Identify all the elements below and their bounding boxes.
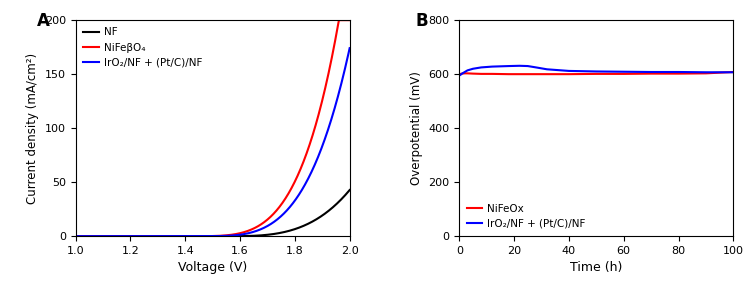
IrO₂/NF + (Pt/C)/NF	[619, 70, 628, 73]
IrO₂/NF + (Pt/C)/NF	[457, 72, 466, 75]
IrO₂/NF + (Pt/C)/NF	[456, 73, 465, 76]
NiFeOx	[646, 72, 655, 75]
Legend: NiFeOx, IrO₂/NF + (Pt/C)/NF: NiFeOx, IrO₂/NF + (Pt/C)/NF	[464, 202, 588, 231]
NiFeOx	[523, 72, 532, 76]
NiFeβO₄	[192, 234, 201, 238]
IrO₂/NF + (Pt/C)/NF	[290, 200, 299, 203]
Line: IrO₂/NF + (Pt/C)/NF: IrO₂/NF + (Pt/C)/NF	[459, 66, 733, 75]
NiFeOx	[460, 72, 469, 75]
IrO₂/NF + (Pt/C)/NF	[469, 67, 478, 71]
NF	[290, 228, 299, 231]
NiFeOx	[619, 72, 628, 76]
IrO₂/NF + (Pt/C)/NF	[476, 66, 485, 69]
NF	[259, 233, 268, 237]
NiFeOx	[674, 72, 683, 75]
IrO₂/NF + (Pt/C)/NF	[463, 69, 472, 72]
IrO₂/NF + (Pt/C)/NF	[592, 70, 601, 73]
IrO₂/NF + (Pt/C)/NF	[99, 234, 108, 238]
NiFeβO₄	[99, 234, 108, 238]
X-axis label: Time (h): Time (h)	[570, 262, 622, 274]
IrO₂/NF + (Pt/C)/NF	[259, 226, 268, 230]
IrO₂/NF + (Pt/C)/NF	[285, 206, 294, 209]
IrO₂/NF + (Pt/C)/NF	[460, 70, 469, 74]
NiFeOx	[454, 72, 463, 76]
NiFeOx	[463, 72, 472, 75]
Line: NiFeβO₄: NiFeβO₄	[76, 20, 349, 236]
NiFeOx	[592, 72, 601, 76]
NiFeOx	[456, 72, 465, 76]
Line: NiFeOx: NiFeOx	[459, 72, 733, 74]
NiFeOx	[537, 72, 546, 76]
IrO₂/NF + (Pt/C)/NF	[702, 71, 711, 74]
NF	[285, 229, 294, 232]
NF	[99, 234, 108, 238]
IrO₂/NF + (Pt/C)/NF	[531, 66, 541, 69]
NiFeOx	[504, 72, 513, 76]
IrO₂/NF + (Pt/C)/NF	[345, 46, 354, 50]
IrO₂/NF + (Pt/C)/NF	[504, 64, 513, 68]
IrO₂/NF + (Pt/C)/NF	[515, 64, 524, 67]
IrO₂/NF + (Pt/C)/NF	[674, 70, 683, 74]
NiFeOx	[476, 72, 485, 76]
NiFeβO₄	[285, 190, 294, 194]
IrO₂/NF + (Pt/C)/NF	[523, 64, 532, 68]
Y-axis label: Current density (mA/cm²): Current density (mA/cm²)	[26, 53, 39, 204]
NF	[71, 234, 80, 238]
NiFeOx	[729, 70, 738, 74]
IrO₂/NF + (Pt/C)/NF	[646, 70, 655, 74]
IrO₂/NF + (Pt/C)/NF	[729, 71, 738, 74]
IrO₂/NF + (Pt/C)/NF	[454, 74, 463, 77]
NiFeβO₄	[345, 18, 354, 22]
NF	[192, 234, 201, 238]
Text: B: B	[415, 12, 428, 30]
NiFeOx	[469, 72, 478, 75]
NiFeOx	[702, 72, 711, 75]
NiFeOx	[564, 72, 573, 76]
IrO₂/NF + (Pt/C)/NF	[488, 65, 497, 68]
Line: NF: NF	[76, 190, 349, 236]
X-axis label: Voltage (V): Voltage (V)	[178, 262, 247, 274]
NiFeβO₄	[259, 221, 268, 224]
NF	[182, 234, 191, 238]
NiFeOx	[457, 72, 466, 75]
NF	[345, 188, 354, 192]
NiFeβO₄	[334, 18, 343, 22]
IrO₂/NF + (Pt/C)/NF	[564, 69, 573, 73]
IrO₂/NF + (Pt/C)/NF	[192, 234, 201, 238]
NiFeβO₄	[71, 234, 80, 238]
IrO₂/NF + (Pt/C)/NF	[542, 68, 551, 71]
IrO₂/NF + (Pt/C)/NF	[182, 234, 191, 238]
NiFeOx	[488, 72, 497, 76]
NiFeβO₄	[290, 181, 299, 185]
NiFeβO₄	[182, 234, 191, 238]
Line: IrO₂/NF + (Pt/C)/NF: IrO₂/NF + (Pt/C)/NF	[76, 48, 349, 236]
Legend: NF, NiFeβO₄, IrO₂/NF + (Pt/C)/NF: NF, NiFeβO₄, IrO₂/NF + (Pt/C)/NF	[81, 25, 204, 70]
Y-axis label: Overpotential (mV): Overpotential (mV)	[410, 71, 423, 185]
IrO₂/NF + (Pt/C)/NF	[71, 234, 80, 238]
Text: A: A	[37, 12, 50, 30]
